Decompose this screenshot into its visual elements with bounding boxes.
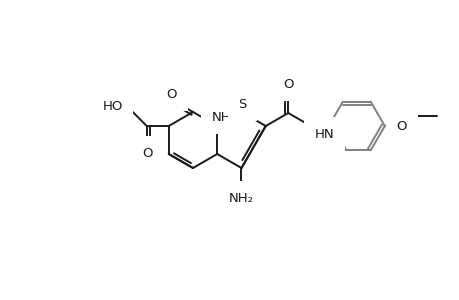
Text: O: O (166, 88, 177, 100)
Text: HN: HN (314, 128, 334, 140)
Text: O: O (396, 119, 406, 133)
Text: O: O (142, 146, 153, 160)
Text: NH: NH (211, 110, 230, 124)
Text: HO: HO (102, 100, 123, 112)
Text: NH₂: NH₂ (229, 191, 253, 205)
Text: O: O (282, 77, 293, 91)
Text: S: S (238, 98, 246, 110)
